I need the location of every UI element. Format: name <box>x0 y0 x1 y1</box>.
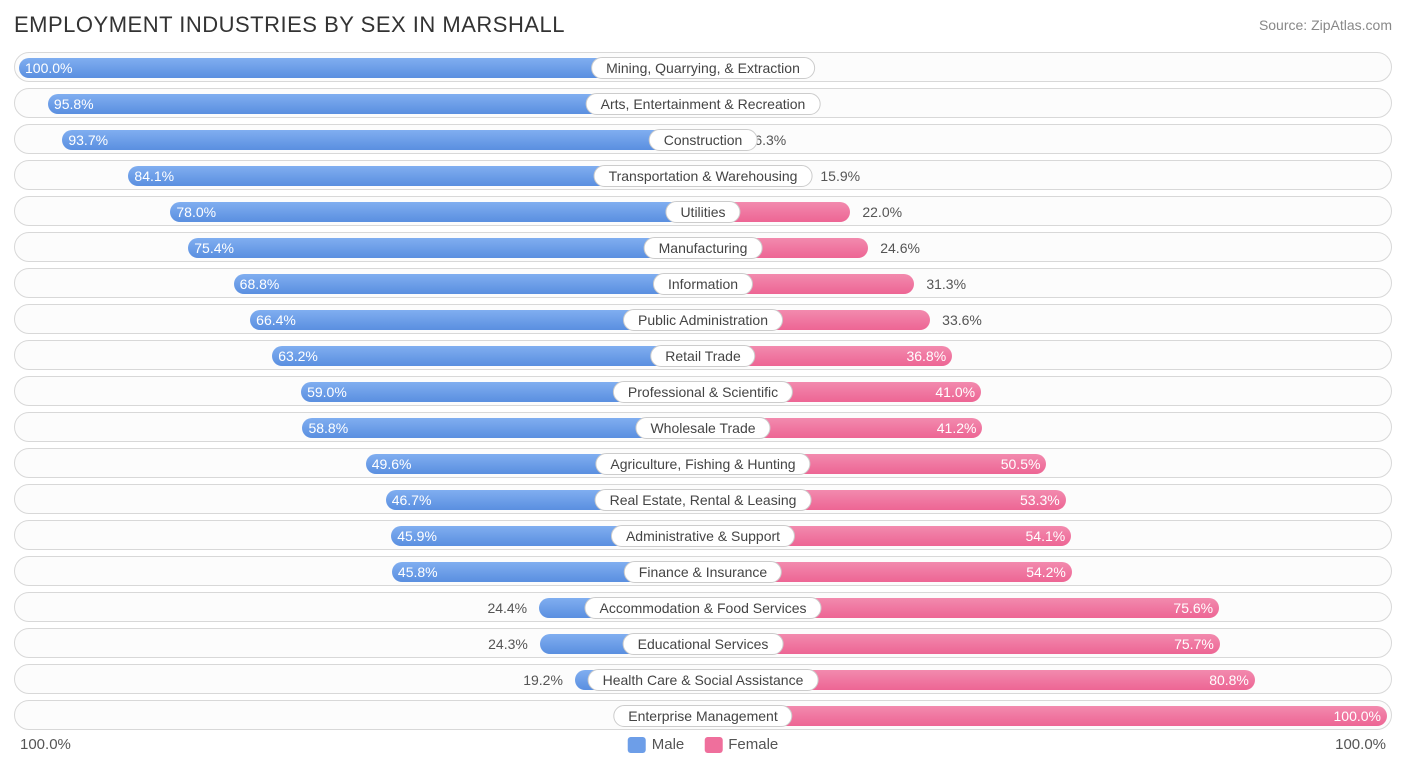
source-attribution: Source: ZipAtlas.com <box>1259 17 1392 33</box>
category-label: Information <box>653 273 753 295</box>
category-label: Construction <box>649 129 758 151</box>
axis-max-right: 100.0% <box>1335 736 1386 753</box>
bar-row: 66.4%33.6%Public Administration <box>14 304 1392 334</box>
header: EMPLOYMENT INDUSTRIES BY SEX IN MARSHALL… <box>14 12 1392 38</box>
category-label: Retail Trade <box>650 345 755 367</box>
category-label: Manufacturing <box>644 237 763 259</box>
bar-row: 45.9%54.1%Administrative & Support <box>14 520 1392 550</box>
bar-row: 24.4%75.6%Accommodation & Food Services <box>14 592 1392 622</box>
category-label: Administrative & Support <box>611 525 795 547</box>
male-pct-label: 19.2% <box>523 665 571 695</box>
female-pct-label: 100.0% <box>703 701 1391 731</box>
bar-row: 24.3%75.7%Educational Services <box>14 628 1392 658</box>
bar-row: 46.7%53.3%Real Estate, Rental & Leasing <box>14 484 1392 514</box>
legend-female-label: Female <box>728 736 778 753</box>
category-label: Mining, Quarrying, & Extraction <box>591 57 815 79</box>
female-swatch <box>704 737 722 753</box>
female-pct-label: 33.6% <box>934 305 982 335</box>
diverging-bar-chart: 100.0%0.0%Mining, Quarrying, & Extractio… <box>14 52 1392 730</box>
bar-row: 0.0%100.0%Enterprise Management <box>14 700 1392 730</box>
male-pct-label: 24.3% <box>488 629 536 659</box>
legend-male: Male <box>628 736 685 753</box>
category-label: Finance & Insurance <box>624 561 782 583</box>
bar-row: 58.8%41.2%Wholesale Trade <box>14 412 1392 442</box>
chart-footer: 100.0% Male Female 100.0% <box>14 736 1392 760</box>
male-pct-label: 24.4% <box>487 593 535 623</box>
female-pct-label: 24.6% <box>872 233 920 263</box>
category-label: Utilities <box>665 201 740 223</box>
bar-row: 45.8%54.2%Finance & Insurance <box>14 556 1392 586</box>
category-label: Public Administration <box>623 309 783 331</box>
category-label: Real Estate, Rental & Leasing <box>595 489 812 511</box>
category-label: Professional & Scientific <box>613 381 793 403</box>
female-pct-label: 31.3% <box>918 269 966 299</box>
male-pct-label: 93.7% <box>58 125 703 155</box>
male-pct-label: 63.2% <box>268 341 703 371</box>
axis-max-left: 100.0% <box>20 736 71 753</box>
bar-row: 68.8% 31.3% Information <box>14 268 1392 298</box>
bar-row: 19.2%80.8%Health Care & Social Assistanc… <box>14 664 1392 694</box>
category-label: Transportation & Warehousing <box>594 165 813 187</box>
male-swatch <box>628 737 646 753</box>
category-label: Educational Services <box>623 633 784 655</box>
category-label: Accommodation & Food Services <box>585 597 822 619</box>
bar-row: 100.0%0.0%Mining, Quarrying, & Extractio… <box>14 52 1392 82</box>
bar-row: 95.8%4.2%Arts, Entertainment & Recreatio… <box>14 88 1392 118</box>
bar-row: 84.1%15.9%Transportation & Warehousing <box>14 160 1392 190</box>
male-pct-label: 75.4% <box>184 233 703 263</box>
legend-male-label: Male <box>652 736 685 753</box>
bar-row: 49.6%50.5%Agriculture, Fishing & Hunting <box>14 448 1392 478</box>
legend-female: Female <box>704 736 778 753</box>
category-label: Health Care & Social Assistance <box>588 669 819 691</box>
category-label: Wholesale Trade <box>635 417 770 439</box>
male-pct-label: 78.0% <box>166 197 703 227</box>
category-label: Enterprise Management <box>613 705 792 727</box>
bar-row: 63.2%36.8%Retail Trade <box>14 340 1392 370</box>
bar-row: 59.0%41.0%Professional & Scientific <box>14 376 1392 406</box>
male-pct-label: 68.8% <box>230 269 703 299</box>
bar-row: 75.4% 24.6% Manufacturing <box>14 232 1392 262</box>
bar-row: 78.0% 22.0% Utilities <box>14 196 1392 226</box>
category-label: Agriculture, Fishing & Hunting <box>595 453 810 475</box>
female-pct-label: 15.9% <box>812 161 860 191</box>
bar-row: 93.7%6.3%Construction <box>14 124 1392 154</box>
category-label: Arts, Entertainment & Recreation <box>586 93 821 115</box>
chart-title: EMPLOYMENT INDUSTRIES BY SEX IN MARSHALL <box>14 12 565 38</box>
female-pct-label: 22.0% <box>854 197 902 227</box>
legend: Male Female <box>628 736 779 753</box>
